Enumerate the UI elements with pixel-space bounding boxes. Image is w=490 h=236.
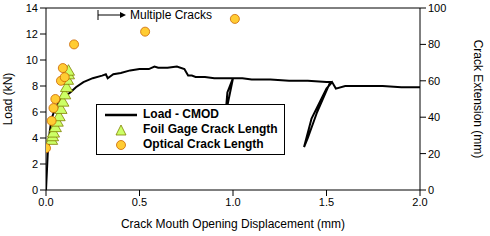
svg-text:100: 100 [428, 2, 446, 14]
svg-text:10: 10 [26, 54, 38, 66]
svg-text:8: 8 [32, 80, 38, 92]
svg-text:80: 80 [428, 38, 440, 50]
svg-text:60: 60 [428, 75, 440, 87]
svg-text:0.0: 0.0 [38, 196, 53, 208]
svg-text:0: 0 [32, 184, 38, 196]
html-text:Load - CMOD: Load - CMOD [143, 107, 219, 121]
svg-text:40: 40 [428, 111, 440, 123]
svg-text:2.0: 2.0 [412, 196, 427, 208]
html-text:Optical Crack Length: Optical Crack Length [143, 137, 264, 151]
svg-text:20: 20 [428, 148, 440, 160]
html-text:Multiple Cracks: Multiple Cracks [130, 8, 212, 22]
svg-text:0.5: 0.5 [132, 196, 147, 208]
svg-text:2: 2 [32, 158, 38, 170]
svg-text:14: 14 [26, 2, 38, 14]
svg-text:Crack Extension (mm): Crack Extension (mm) [471, 40, 485, 159]
svg-text:6: 6 [32, 106, 38, 118]
svg-text:Load (kN): Load (kN) [1, 73, 15, 126]
svg-text:12: 12 [26, 28, 38, 40]
html-text:Foil Gage Crack Length: Foil Gage Crack Length [143, 122, 278, 136]
svg-text:1.5: 1.5 [319, 196, 334, 208]
svg-text:Crack Mouth Opening Displaceme: Crack Mouth Opening Displacement (mm) [121, 217, 345, 231]
svg-text:4: 4 [32, 132, 38, 144]
svg-text:1.0: 1.0 [225, 196, 240, 208]
svg-text:0: 0 [428, 184, 434, 196]
